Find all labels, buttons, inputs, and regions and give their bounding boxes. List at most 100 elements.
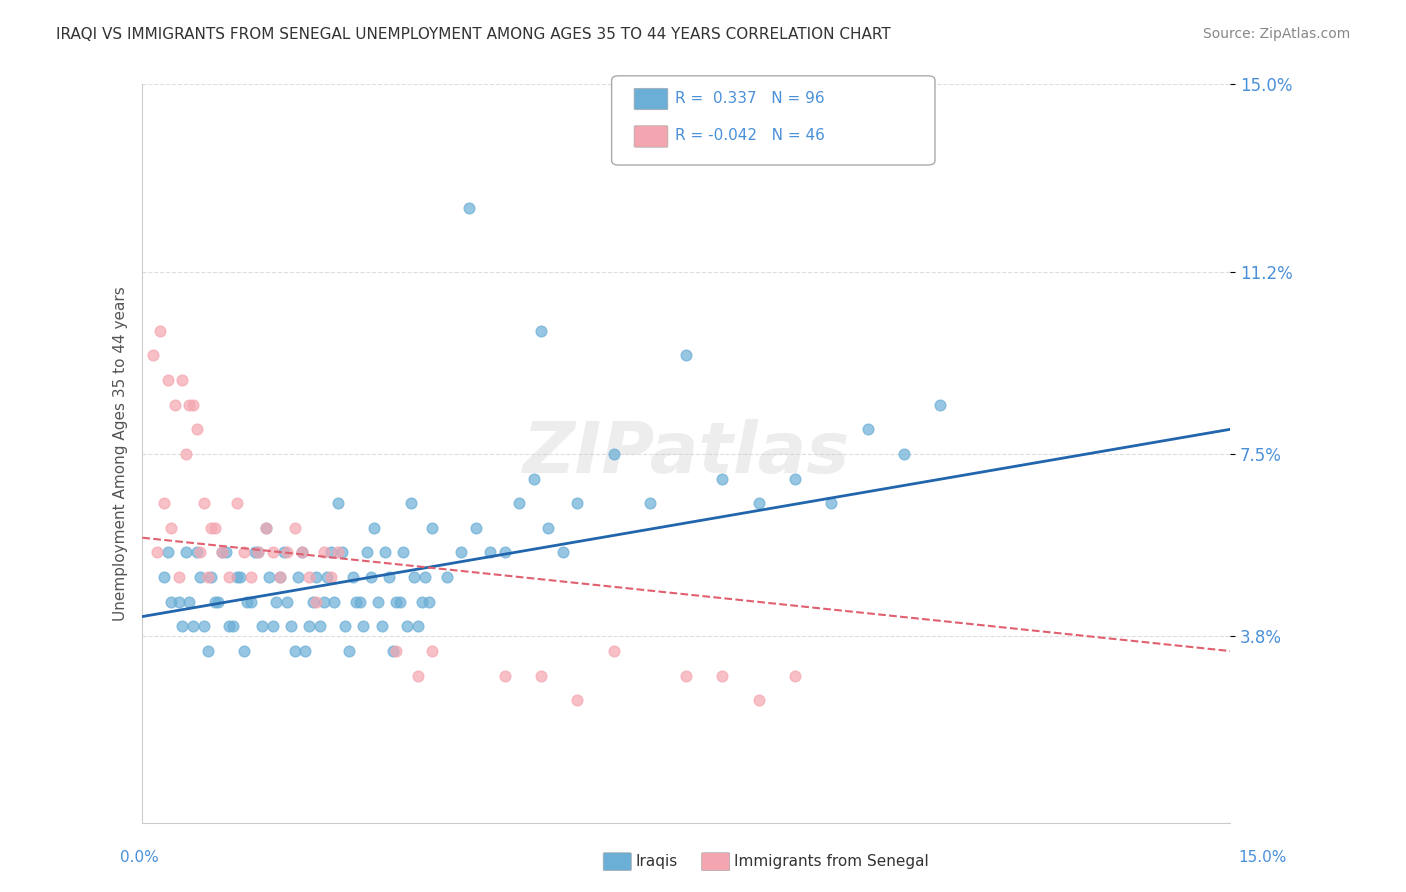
Iraqis bbox=[388, 595, 411, 609]
Immigrants from Senegal bbox=[179, 398, 201, 412]
Immigrants from Senegal bbox=[326, 545, 349, 559]
Iraqis bbox=[298, 619, 321, 633]
Iraqis bbox=[301, 595, 323, 609]
Immigrants from Senegal bbox=[163, 398, 186, 412]
Iraqis bbox=[326, 496, 349, 510]
Text: 15.0%: 15.0% bbox=[1239, 850, 1286, 865]
Immigrants from Senegal bbox=[385, 644, 408, 658]
Iraqis bbox=[316, 570, 339, 584]
Iraqis bbox=[153, 570, 176, 584]
Immigrants from Senegal bbox=[232, 545, 254, 559]
Iraqis bbox=[309, 619, 332, 633]
Immigrants from Senegal bbox=[247, 545, 270, 559]
Immigrants from Senegal bbox=[149, 324, 172, 338]
Iraqis bbox=[243, 545, 266, 559]
Immigrants from Senegal bbox=[197, 570, 219, 584]
Iraqis bbox=[273, 545, 295, 559]
Text: R = -0.042   N = 46: R = -0.042 N = 46 bbox=[675, 128, 825, 143]
Iraqis bbox=[820, 496, 842, 510]
Iraqis bbox=[523, 472, 546, 486]
Immigrants from Senegal bbox=[181, 398, 204, 412]
Iraqis bbox=[367, 595, 389, 609]
Iraqis bbox=[675, 348, 697, 362]
Text: R =  0.337   N = 96: R = 0.337 N = 96 bbox=[675, 91, 824, 105]
Immigrants from Senegal bbox=[211, 545, 233, 559]
Iraqis bbox=[250, 619, 273, 633]
Immigrants from Senegal bbox=[174, 447, 197, 461]
Iraqis bbox=[464, 521, 486, 535]
Iraqis bbox=[411, 595, 433, 609]
Iraqis bbox=[436, 570, 458, 584]
Iraqis bbox=[378, 570, 401, 584]
Iraqis bbox=[229, 570, 252, 584]
Iraqis bbox=[323, 595, 346, 609]
Iraqis bbox=[266, 595, 288, 609]
Iraqis bbox=[450, 545, 472, 559]
Text: Source: ZipAtlas.com: Source: ZipAtlas.com bbox=[1202, 27, 1350, 41]
Iraqis bbox=[204, 595, 226, 609]
Iraqis bbox=[337, 644, 360, 658]
Immigrants from Senegal bbox=[160, 521, 183, 535]
Iraqis bbox=[287, 570, 309, 584]
Iraqis bbox=[711, 472, 734, 486]
Iraqis bbox=[392, 545, 415, 559]
Iraqis bbox=[280, 619, 302, 633]
Iraqis bbox=[342, 570, 364, 584]
Immigrants from Senegal bbox=[291, 545, 314, 559]
Iraqis bbox=[188, 570, 211, 584]
Immigrants from Senegal bbox=[305, 595, 328, 609]
Immigrants from Senegal bbox=[156, 373, 179, 387]
Iraqis bbox=[551, 545, 574, 559]
Immigrants from Senegal bbox=[312, 545, 335, 559]
Immigrants from Senegal bbox=[146, 545, 169, 559]
Iraqis bbox=[174, 545, 197, 559]
Iraqis bbox=[418, 595, 440, 609]
Immigrants from Senegal bbox=[218, 570, 240, 584]
Immigrants from Senegal bbox=[193, 496, 215, 510]
Iraqis bbox=[257, 570, 280, 584]
Iraqis bbox=[197, 644, 219, 658]
Iraqis bbox=[530, 324, 553, 338]
Immigrants from Senegal bbox=[298, 570, 321, 584]
Iraqis bbox=[783, 472, 806, 486]
Iraqis bbox=[167, 595, 190, 609]
Iraqis bbox=[172, 619, 194, 633]
Immigrants from Senegal bbox=[276, 545, 298, 559]
Iraqis bbox=[319, 545, 342, 559]
Iraqis bbox=[381, 644, 404, 658]
Iraqis bbox=[312, 595, 335, 609]
Immigrants from Senegal bbox=[530, 668, 553, 682]
Iraqis bbox=[156, 545, 179, 559]
Iraqis bbox=[404, 570, 426, 584]
Immigrants from Senegal bbox=[188, 545, 211, 559]
Iraqis bbox=[207, 595, 229, 609]
Iraqis bbox=[929, 398, 952, 412]
Iraqis bbox=[218, 619, 240, 633]
Iraqis bbox=[247, 545, 270, 559]
Iraqis bbox=[291, 545, 314, 559]
Iraqis bbox=[179, 595, 201, 609]
Iraqis bbox=[748, 496, 770, 510]
Iraqis bbox=[284, 644, 307, 658]
Iraqis bbox=[479, 545, 502, 559]
Immigrants from Senegal bbox=[406, 668, 429, 682]
Text: IRAQI VS IMMIGRANTS FROM SENEGAL UNEMPLOYMENT AMONG AGES 35 TO 44 YEARS CORRELAT: IRAQI VS IMMIGRANTS FROM SENEGAL UNEMPLO… bbox=[56, 27, 891, 42]
Iraqis bbox=[160, 595, 183, 609]
Iraqis bbox=[215, 545, 238, 559]
Immigrants from Senegal bbox=[167, 570, 190, 584]
Immigrants from Senegal bbox=[153, 496, 176, 510]
Iraqis bbox=[374, 545, 396, 559]
Iraqis bbox=[385, 595, 408, 609]
Immigrants from Senegal bbox=[284, 521, 307, 535]
Iraqis bbox=[360, 570, 382, 584]
Text: ZIPatlas: ZIPatlas bbox=[523, 419, 849, 489]
Immigrants from Senegal bbox=[262, 545, 284, 559]
Iraqis bbox=[395, 619, 418, 633]
Iraqis bbox=[269, 570, 291, 584]
Iraqis bbox=[222, 619, 245, 633]
Immigrants from Senegal bbox=[172, 373, 194, 387]
Immigrants from Senegal bbox=[204, 521, 226, 535]
Iraqis bbox=[225, 570, 247, 584]
Iraqis bbox=[363, 521, 385, 535]
Iraqis bbox=[638, 496, 661, 510]
